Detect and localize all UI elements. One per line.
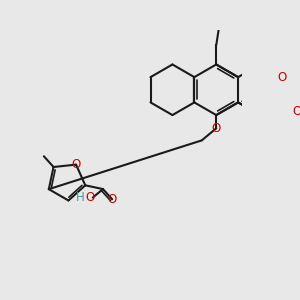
Text: O: O <box>212 122 221 135</box>
Text: O: O <box>292 105 300 118</box>
Text: O: O <box>277 70 286 84</box>
Text: O: O <box>107 193 117 206</box>
Text: O: O <box>86 191 95 204</box>
Text: H: H <box>76 191 85 204</box>
Text: O: O <box>71 158 81 171</box>
